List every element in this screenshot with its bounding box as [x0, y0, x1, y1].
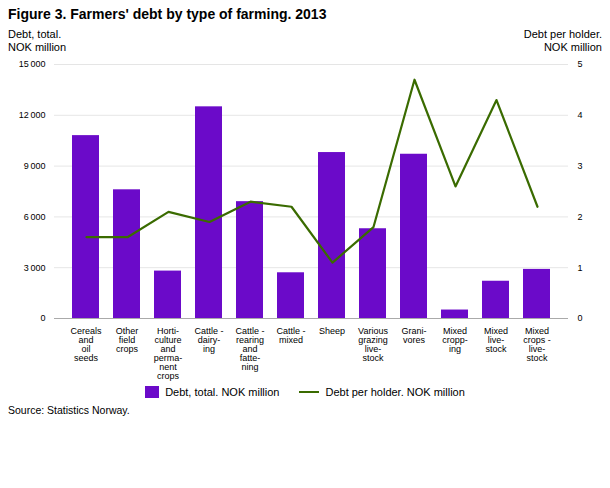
html-text:Debt, total. NOK million: Debt, total. NOK million	[8, 28, 67, 54]
html-text:Debt per holder. NOK million: Debt per holder. NOK million	[325, 386, 465, 399]
svg-text:Cattle -rearingandfatte-ning: Cattle -rearingandfatte-ning	[235, 326, 264, 372]
svg-text:3 000: 3 000	[24, 263, 46, 273]
html-text:Figure 3. Farmers' debt by typ: Figure 3. Farmers' debt by type of farmi…	[8, 6, 327, 22]
svg-text:15 000: 15 000	[19, 60, 46, 70]
svg-text:Cattle -dairy-ing: Cattle -dairy-ing	[194, 326, 223, 354]
svg-text:0: 0	[40, 314, 45, 324]
svg-text:Cerealsandoilseeds: Cerealsandoilseeds	[70, 326, 102, 363]
svg-text:Mixedcrops -live-stock: Mixedcrops -live-stock	[523, 326, 551, 363]
svg-text:Horti-cultureandperma-nentcrop: Horti-cultureandperma-nentcrops	[154, 326, 183, 381]
html-text:Debt per holder. NOK million: Debt per holder. NOK million	[523, 28, 602, 54]
svg-text:9 000: 9 000	[24, 161, 46, 171]
svg-text:Mixedcropp-ing: Mixedcropp-ing	[442, 326, 468, 354]
svg-text:3: 3	[578, 161, 583, 171]
html-text:Source: Statistics Norway.: Source: Statistics Norway.	[8, 404, 130, 417]
svg-text:1: 1	[578, 263, 583, 273]
svg-text:12 000: 12 000	[19, 111, 46, 121]
svg-text:Sheep: Sheep	[319, 326, 345, 336]
svg-text:6 000: 6 000	[24, 212, 46, 222]
svg-text:4: 4	[578, 111, 583, 121]
svg-text:Grani-vores: Grani-vores	[401, 326, 426, 345]
svg-text:5: 5	[578, 60, 583, 70]
svg-text:Mixedlive-stock: Mixedlive-stock	[484, 326, 508, 354]
svg-text:0: 0	[578, 314, 583, 324]
svg-text:Variousgrazinglive-stock: Variousgrazinglive-stock	[358, 326, 388, 363]
html-text:Debt, total. NOK million: Debt, total. NOK million	[165, 386, 280, 399]
svg-text:2: 2	[578, 212, 583, 222]
svg-text:Cattle -mixed: Cattle -mixed	[276, 326, 305, 345]
svg-text:Otherfieldcrops: Otherfieldcrops	[116, 326, 139, 354]
